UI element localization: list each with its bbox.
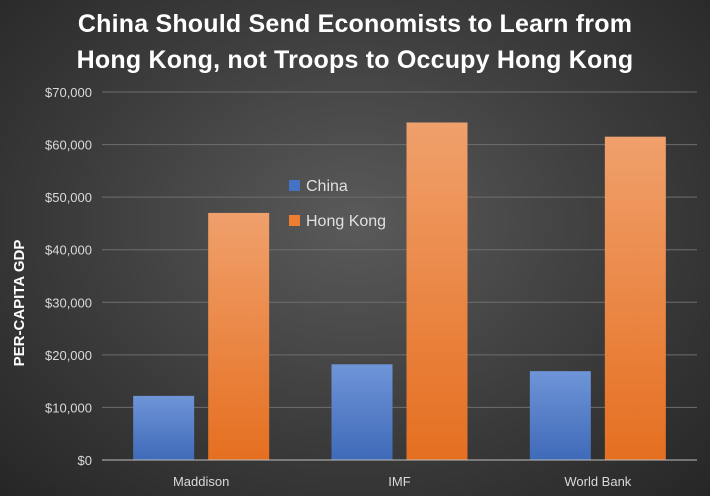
y-tick-label: $30,000 bbox=[45, 295, 92, 310]
y-tick-label: $40,000 bbox=[45, 243, 92, 258]
y-tick-label: $10,000 bbox=[45, 400, 92, 415]
x-tick-label: IMF bbox=[388, 474, 410, 489]
x-tick-label: Maddison bbox=[173, 474, 229, 489]
axes: $0 $10,000 $20,000 $30,000 $40,000 $50,000 $60… bbox=[45, 85, 697, 489]
y-tick-label: $60,000 bbox=[45, 138, 92, 153]
legend-label-china: China bbox=[306, 178, 348, 195]
bar-china bbox=[133, 395, 195, 460]
chart-title-line-2: Hong Kong, not Troops to Occupy Hong Kon… bbox=[76, 46, 634, 74]
bars bbox=[133, 122, 666, 461]
y-tick-label: $0 bbox=[78, 453, 92, 468]
bar-china bbox=[331, 364, 393, 460]
y-tick-label: $70,000 bbox=[45, 85, 92, 100]
bar-hong-kong bbox=[208, 212, 270, 460]
chart-title-line-1: China Should Send Economists to Learn fr… bbox=[77, 10, 633, 38]
y-tick-label: $20,000 bbox=[45, 348, 92, 363]
legend: China Hong Kong bbox=[289, 178, 386, 230]
gridlines bbox=[102, 91, 697, 408]
y-tick-label: $50,000 bbox=[45, 190, 92, 205]
y-axis-label: PER-CAPITA GDP bbox=[11, 240, 28, 367]
legend-swatch-china bbox=[289, 180, 300, 191]
x-tick-label: World Bank bbox=[564, 474, 631, 489]
chart-title: China Should Send Economists to Learn fr… bbox=[0, 6, 710, 78]
bar-china bbox=[529, 371, 591, 460]
legend-swatch-hong-kong bbox=[289, 215, 300, 226]
bar-hong-kong bbox=[604, 136, 666, 460]
bar-hong-kong bbox=[406, 122, 468, 461]
legend-label-hong-kong: Hong Kong bbox=[306, 213, 386, 230]
